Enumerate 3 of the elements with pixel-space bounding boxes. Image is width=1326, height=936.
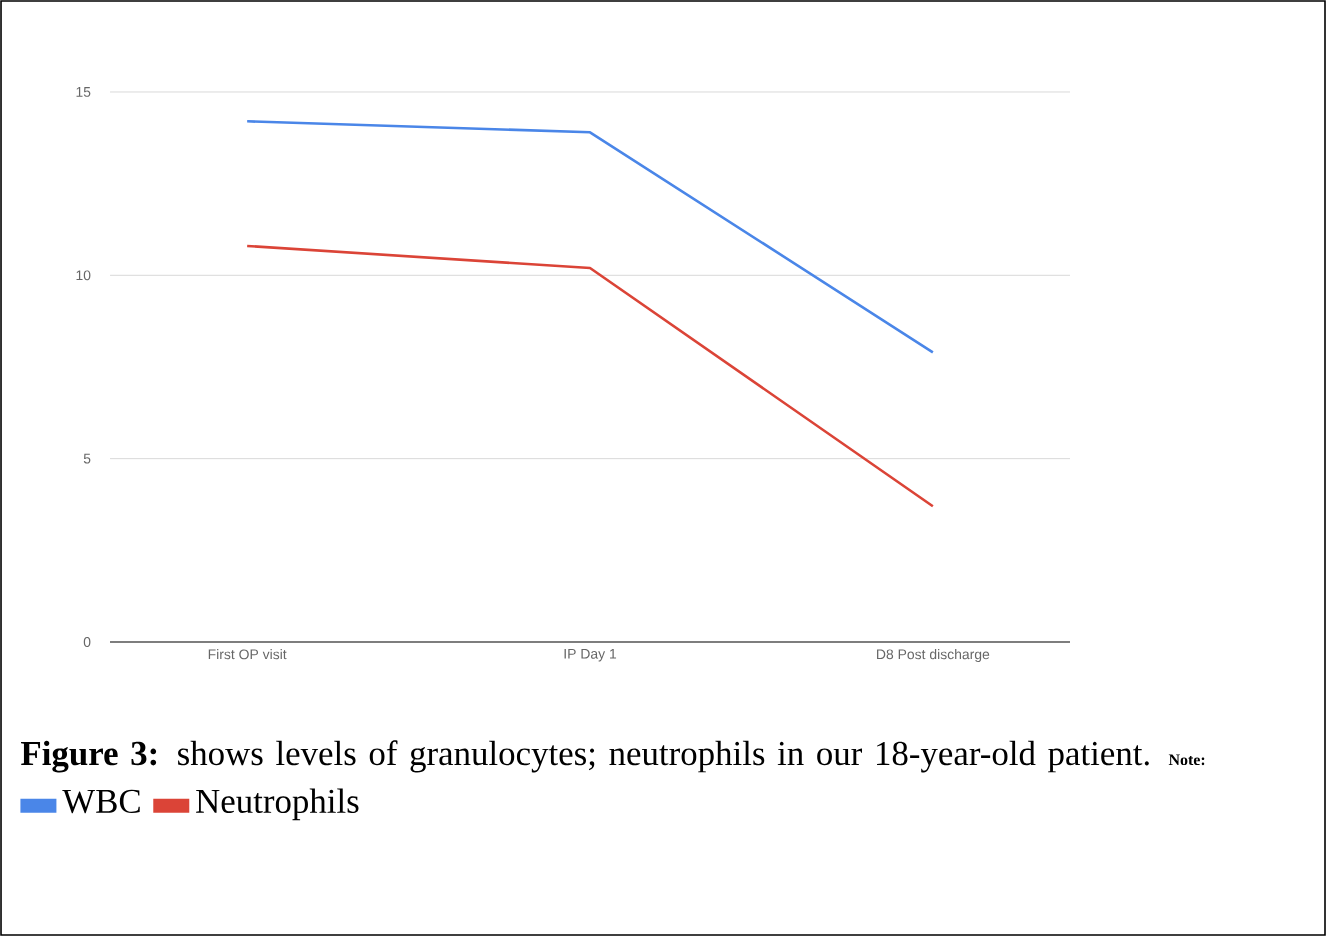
- text: Figure 3: shows levels of granulocytes; neutrophils in our 18-year-old patient.: [21, 740, 1149, 773]
- legend-label: WBC: [62, 789, 140, 814]
- legend-label: Neutrophils: [196, 788, 359, 821]
